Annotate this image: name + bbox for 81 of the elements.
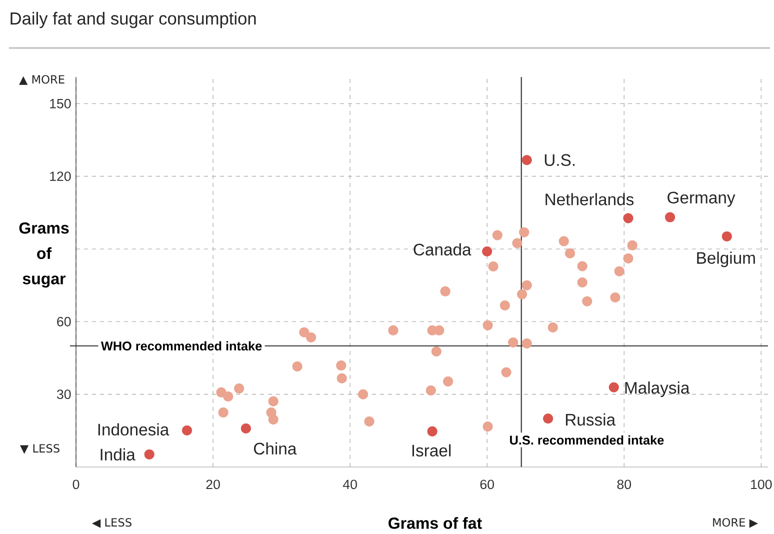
point (664, 212, 676, 222)
point (482, 246, 492, 256)
point (558, 236, 569, 246)
point (431, 346, 442, 357)
point (268, 396, 278, 406)
point (516, 289, 528, 300)
point (223, 391, 234, 402)
text: ▲ MORE (19, 75, 64, 85)
x-tick-label: 80 (617, 480, 632, 490)
x-tick-label: 20 (206, 480, 220, 490)
point (582, 296, 592, 306)
point (492, 230, 502, 240)
point (501, 367, 512, 378)
point (623, 253, 634, 264)
point (218, 407, 228, 418)
point (240, 423, 251, 434)
annotation: Israel (412, 444, 451, 456)
ref-line-label: WHO recommended intake (100, 341, 262, 351)
text: MORE ▶ (713, 518, 758, 528)
ref-line-label: U.S. recommended intake (510, 435, 664, 445)
point (522, 338, 532, 349)
annotation: U.S. (544, 154, 575, 166)
point (388, 325, 398, 336)
point (500, 300, 510, 310)
y-tick-label: 120 (50, 172, 71, 182)
point (336, 360, 346, 371)
y-tick-label: 60 (57, 316, 71, 326)
point (564, 248, 576, 258)
point (519, 227, 530, 238)
point (182, 425, 192, 436)
annotation: Indonesia (98, 423, 170, 436)
x-tick-label: 0 (72, 480, 80, 490)
y-tick-label: 30 (56, 390, 71, 400)
point (577, 261, 588, 272)
point (623, 213, 634, 224)
annotation: India (100, 448, 136, 461)
point (512, 238, 522, 248)
annotation: China (254, 442, 297, 455)
point (627, 240, 638, 250)
point (144, 449, 154, 460)
point (427, 426, 438, 436)
point (614, 266, 624, 276)
point (508, 337, 518, 348)
point (434, 325, 444, 336)
point (234, 383, 244, 394)
annotation: Malaysia (625, 382, 690, 398)
point (292, 361, 302, 372)
point (577, 277, 588, 288)
point (610, 292, 620, 302)
point (299, 327, 310, 338)
x-axis-title: Grams of fat (388, 517, 482, 529)
point (488, 261, 498, 272)
point (442, 376, 454, 387)
text: ▼ LESS (20, 444, 60, 454)
annotation: Canada (414, 243, 472, 256)
x-tick-label: 40 (342, 480, 357, 490)
point (358, 389, 368, 400)
annotation: Germany (668, 192, 736, 207)
point (364, 416, 374, 427)
point (722, 231, 732, 242)
annotation: Netherlands (546, 193, 634, 206)
point (522, 155, 532, 166)
point (426, 385, 436, 396)
point (548, 322, 558, 333)
point (440, 286, 450, 296)
chart-title: Daily fat and sugar consumption (10, 12, 256, 28)
x-tick-label: 60 (480, 480, 494, 490)
point (482, 320, 493, 330)
point (543, 413, 554, 424)
annotation: Belgium (697, 252, 755, 268)
point (608, 382, 619, 392)
point (482, 421, 493, 432)
y-tick-label: 150 (50, 98, 71, 108)
point (306, 332, 316, 342)
y-axis-title: Grams of sugar (19, 222, 69, 288)
annotation: Russia (566, 413, 616, 426)
text: ◀ LESS (92, 518, 132, 528)
point (268, 414, 278, 425)
point (522, 280, 532, 290)
x-tick-label: 100 (751, 480, 772, 490)
point (336, 373, 347, 384)
